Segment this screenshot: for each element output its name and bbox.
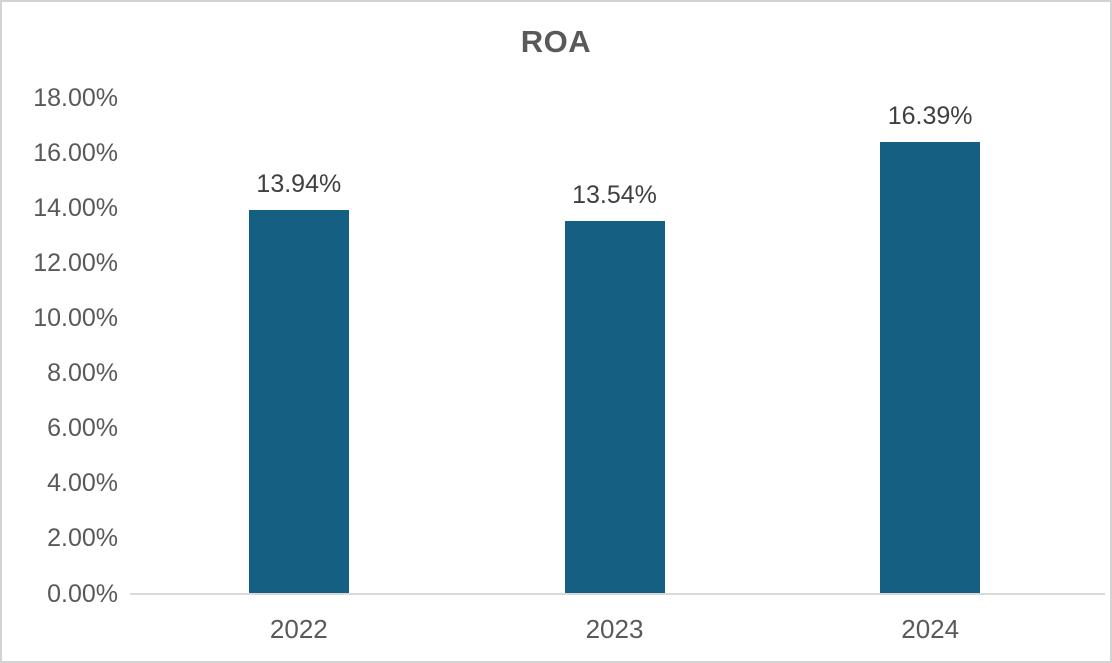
bar-value-label: 16.39%: [887, 102, 973, 131]
y-tick-label: 2.00%: [47, 524, 118, 553]
y-tick-label: 16.00%: [33, 138, 118, 167]
bar: [248, 209, 349, 594]
chart-title: ROA: [520, 24, 592, 59]
y-tick-label: 12.00%: [33, 248, 118, 277]
y-tick-label: 0.00%: [47, 579, 118, 608]
bar-value-label: 13.94%: [256, 169, 342, 198]
y-tick-label: 10.00%: [33, 303, 118, 332]
x-axis-label: 2022: [269, 614, 328, 644]
y-tick-label: 18.00%: [33, 83, 118, 112]
y-tick-label: 14.00%: [33, 193, 118, 222]
bar-value-label: 13.54%: [572, 180, 657, 209]
bar: [880, 142, 981, 594]
plot-area: 13.94% 13.54% 16.39%: [141, 98, 1088, 594]
x-axis-label: 2023: [585, 614, 644, 644]
y-tick-label: 4.00%: [47, 469, 118, 498]
y-tick-label: 6.00%: [47, 414, 118, 443]
x-axis-label: 2024: [901, 614, 960, 644]
bar: [564, 220, 665, 594]
y-tick-label: 8.00%: [47, 359, 118, 388]
x-axis-line: [130, 593, 1105, 595]
